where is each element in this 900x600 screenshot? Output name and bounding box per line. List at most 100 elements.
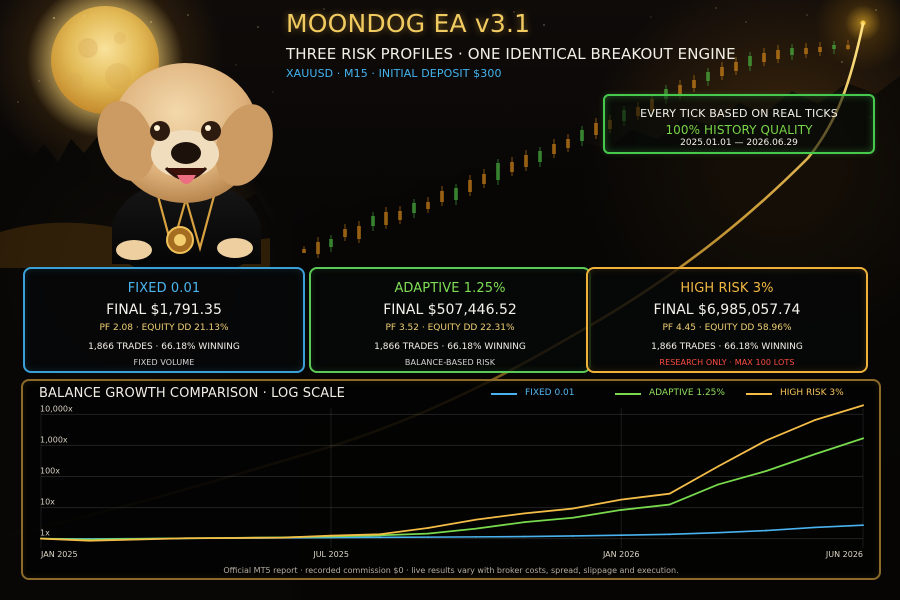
background-candle-body [566,139,570,148]
background-candle-body [748,56,752,66]
chart-data-point [717,531,719,534]
background-candle-body [776,50,780,59]
chart-data-point [668,533,671,536]
chart-data-point [620,534,623,537]
chart-y-tick-label: 10x [40,498,55,507]
chart-data-point [571,507,574,510]
high-risk-profile-final: FINAL $6,985,057.74 [653,302,801,318]
background-candle-body [343,229,347,237]
hero-meta: XAUUSD · M15 · INITIAL DEPOSIT $300 [286,67,502,80]
chart-footer-note: Official MT5 report · recorded commissio… [223,566,679,575]
background-star [53,17,55,19]
fixed-profile-card: FIXED 0.01 FINAL $1,791.35 PF 2.08 · EQU… [23,267,305,373]
background-candle-body [468,180,472,192]
chart-data-point [813,453,816,456]
fixed-profile-trades: 1,866 TRADES · 66.18% WINNING [88,342,240,352]
balance-growth-chart: 1x 10x 100x 1,000x 10,000x JAN 2025 JUL 2025 JA… [40,404,864,559]
adaptive-profile-note: BALANCE-BASED RISK [404,358,496,367]
chart-x-tick-label: JAN 2026 [602,550,640,559]
chart-data-point [765,529,768,532]
legend-fixed-line [491,392,517,395]
fixed-profile-stats: PF 2.08 · EQUITY DD 21.13% [99,323,229,333]
quality-line-1: EVERY TICK BASED ON REAL TICKS [640,107,838,120]
legend-adaptive-label: ADAPTIVE 1.25% [649,388,725,398]
history-quality-badge: EVERY TICK BASED ON REAL TICKS 100% HIST… [603,94,875,154]
chart-data-point [88,539,91,542]
background-star [38,80,40,82]
chart-x-tick-label: JUL 2025 [312,550,349,559]
legend-fixed-label: FIXED 0.01 [525,388,575,398]
chart-data-point [426,527,429,529]
chart-x-tick-label: JUN 2026 [825,550,863,559]
chart-data-point [426,536,429,539]
chart-title: BALANCE GROWTH COMPARISON · LOG SCALE [39,386,345,401]
adaptive-profile-trades: 1,866 TRADES · 66.18% WINNING [374,342,526,352]
chart-y-tick-label: 100x [40,466,60,475]
background-candle-body [302,249,306,253]
chart-data-point [620,509,623,511]
background-candle-body [524,155,528,167]
background-star [257,26,259,28]
background-star [650,16,652,18]
high-risk-profile-stats: PF 4.45 · EQUITY DD 58.96% [662,323,792,333]
background-candle-body [371,216,375,226]
background-candle-body [454,188,458,200]
background-star [745,21,747,23]
background-candle-body [706,72,710,81]
background-candle-body [316,242,320,254]
chart-data-point [813,419,816,422]
background-star [543,24,545,26]
chart-data-point [523,521,526,524]
dog-illustration [97,63,273,278]
background-candle-body [580,130,584,141]
high-risk-profile-card: HIGH RISK 3% FINAL $6,985,057.74 PF 4.45… [586,267,868,373]
background-candle-body [426,202,430,209]
background-candle-body [790,48,794,55]
chart-data-point [765,470,768,472]
background-star [150,21,152,23]
chart-data-point [233,537,236,539]
background-star [398,13,400,15]
adaptive-profile-final: FINAL $507,446.52 [383,302,517,318]
chart-data-point [475,535,478,538]
chart-data-point [571,535,574,537]
chart-data-point [475,527,478,530]
chart-data-point [378,536,381,539]
chart-data-point [717,483,719,486]
background-candle-body [762,53,766,62]
chart-data-point [40,537,42,540]
legend-adaptive-line [615,392,641,395]
chart-y-tick-label: 1x [40,529,50,538]
background-star [17,101,19,103]
background-candle-body [804,48,808,54]
chart-data-point [668,503,671,506]
quality-line-2: 100% HISTORY QUALITY [665,123,813,137]
background-star [875,9,877,11]
chart-data-point [765,439,768,442]
adaptive-profile-stats: PF 3.52 · EQUITY DD 22.31% [385,323,515,333]
background-candle-body [510,162,514,172]
background-candle-body [384,212,388,225]
background-candle-body [538,151,542,162]
chart-data-point [813,526,816,529]
chart-data-point [862,524,864,527]
background-candle-body [678,85,682,95]
background-candle-body [594,123,598,135]
background-candle-body [832,45,836,49]
chart-data-point [281,536,284,539]
background-candle-body [846,45,850,49]
chart-data-point [330,534,333,537]
background-candle-body [482,174,486,184]
fixed-profile-final: FINAL $1,791.35 [106,302,222,318]
chart-data-point [620,498,623,501]
hero-title: MOONDOG EA v3.1 [286,9,531,38]
background-star [513,11,515,13]
background-candle-body [357,226,361,239]
background-candle-body [398,211,402,220]
chart-data-point [185,537,187,540]
background-candle-body [734,62,738,71]
balance-growth-chart-panel: BALANCE GROWTH COMPARISON · LOG SCALE FI… [21,379,881,580]
legend-fixed: FIXED 0.01 [491,388,575,399]
background-star [806,14,808,16]
